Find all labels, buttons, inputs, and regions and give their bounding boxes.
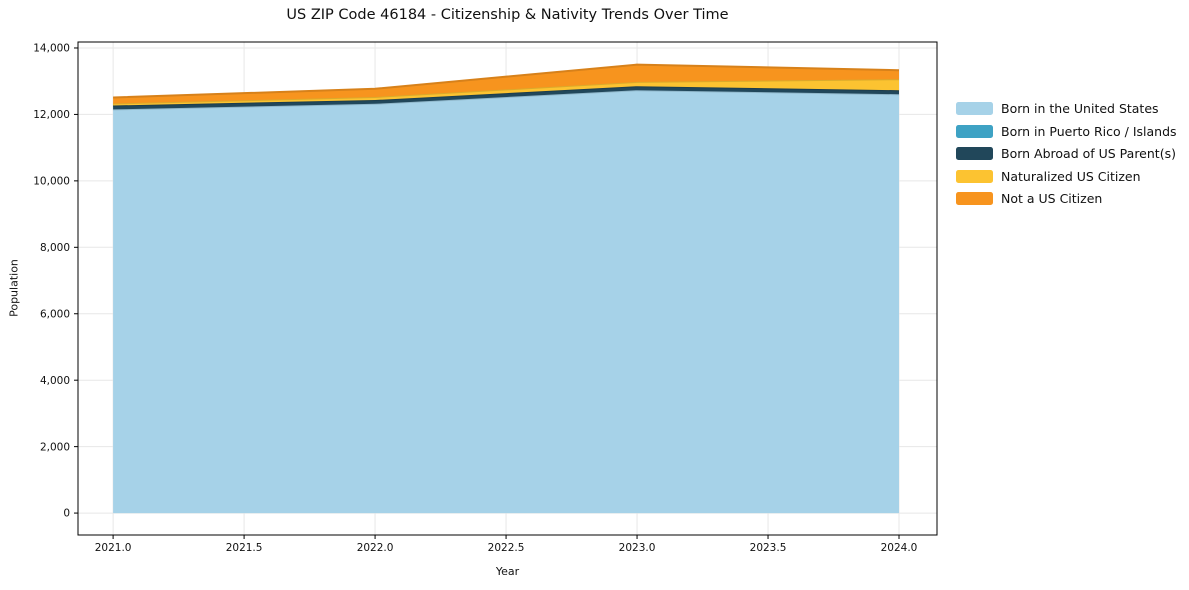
y-tick-label: 4,000	[40, 375, 70, 387]
legend-label: Born in Puerto Rico / Islands	[1001, 123, 1177, 139]
legend-label: Naturalized US Citizen	[1001, 168, 1141, 184]
legend-item: Born in Puerto Rico / Islands	[956, 123, 1177, 139]
x-tick-label: 2023.0	[619, 542, 656, 554]
x-axis-label: Year	[495, 565, 520, 578]
legend-swatch-born-in-the-united-states	[956, 102, 993, 115]
area-edge-not-a-us-citizen	[113, 63, 900, 99]
y-tick-label: 12,000	[33, 109, 70, 121]
y-tick-label: 0	[63, 508, 70, 520]
area-born-in-the-united-states	[113, 90, 900, 514]
y-tick-label: 10,000	[33, 176, 70, 188]
legend-swatch-not-a-us-citizen	[956, 192, 993, 205]
x-tick-label: 2022.5	[488, 542, 525, 554]
x-tick-label: 2023.5	[750, 542, 787, 554]
y-tick-label: 14,000	[33, 43, 70, 55]
legend: Born in the United States Born in Puerto …	[956, 102, 1177, 215]
legend-swatch-born-in-puerto-rico-islands	[956, 124, 993, 138]
legend-item: Born Abroad of US Parent(s)	[956, 147, 1177, 160]
legend-swatch-naturalized-us-citizen	[956, 169, 993, 183]
plot-border	[77, 41, 938, 536]
x-tick-label: 2024.0	[881, 542, 918, 554]
legend-item: Not a US Citizen	[956, 192, 1177, 205]
legend-label: Born in the United States	[1001, 101, 1159, 116]
y-axis-label: Population	[7, 259, 21, 317]
x-tick-label: 2021.0	[95, 542, 132, 554]
legend-swatch-born-abroad-of-us-parent-s	[956, 147, 993, 160]
legend-label: Not a US Citizen	[1001, 191, 1103, 206]
y-tick-label: 2,000	[40, 441, 70, 453]
y-tick-label: 8,000	[40, 242, 70, 254]
chart-title: US ZIP Code 46184 - Citizenship & Nativi…	[286, 7, 729, 23]
x-tick-label: 2021.5	[226, 542, 263, 554]
legend-item: Naturalized US Citizen	[956, 168, 1177, 184]
area-not-a-us-citizen	[113, 64, 900, 104]
y-tick-label: 6,000	[40, 308, 70, 320]
legend-label: Born Abroad of US Parent(s)	[1001, 146, 1176, 161]
area-born-abroad-of-us-parent-s	[113, 86, 900, 110]
x-tick-label: 2022.0	[357, 542, 394, 554]
legend-item: Born in the United States	[956, 102, 1177, 115]
